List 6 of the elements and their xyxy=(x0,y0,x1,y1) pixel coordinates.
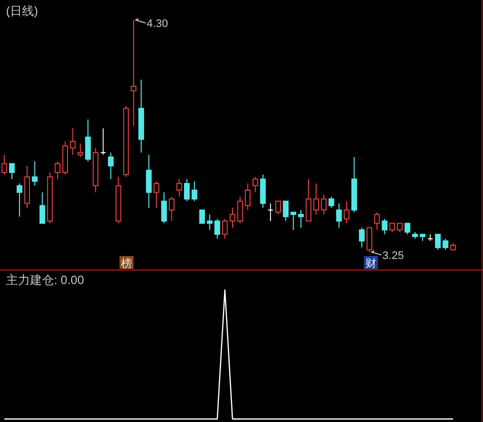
chart-title: 主力建仓: 0.00 xyxy=(6,273,84,287)
text: 榜 xyxy=(121,257,132,270)
chart-title: (日线) xyxy=(6,4,38,18)
annotation: 3.25 xyxy=(382,250,404,262)
annotation: 4.30 xyxy=(146,18,168,30)
text: 财 xyxy=(365,257,376,270)
